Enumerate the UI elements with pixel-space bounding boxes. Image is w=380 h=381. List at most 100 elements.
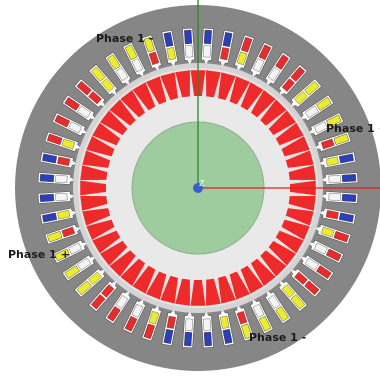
slot-opening <box>70 210 77 216</box>
stator-slot <box>182 27 195 65</box>
slot-opening <box>154 305 159 311</box>
coil-outer <box>184 29 193 45</box>
stator-slot <box>278 280 308 313</box>
coil-outer <box>325 248 342 262</box>
coil-inner <box>68 121 83 134</box>
slot-opening <box>321 177 327 183</box>
stator-slot <box>249 41 274 77</box>
rotor-bar <box>80 180 107 196</box>
stator-slot <box>141 34 162 71</box>
stator-slot <box>51 239 87 264</box>
coil-inner <box>236 310 248 325</box>
coil-outer <box>54 114 71 128</box>
coil-outer <box>90 294 106 310</box>
coil-outer <box>184 331 193 347</box>
phase-label-bottom-right: Phase 1 - <box>249 331 306 344</box>
slot-opening <box>203 311 209 317</box>
rotor-bar <box>92 230 121 254</box>
stator-slot <box>321 172 359 185</box>
slot-opening <box>279 89 285 95</box>
coil-outer <box>275 54 289 70</box>
slot-opening <box>138 299 144 305</box>
slot-opening <box>252 299 258 305</box>
rotor-bar <box>175 278 190 306</box>
slot-opening <box>99 101 105 107</box>
stator-slot <box>44 224 81 245</box>
rotor-bar <box>285 208 314 226</box>
coil-outer <box>325 114 342 128</box>
slot-opening <box>321 193 327 199</box>
rotor-bar <box>218 275 236 304</box>
rotor-bar <box>275 122 304 146</box>
stator-slot <box>315 224 352 245</box>
coil-inner <box>55 192 68 201</box>
slot-opening <box>89 256 95 262</box>
stator-slot <box>44 131 81 152</box>
coil-inner <box>328 192 341 201</box>
coil-inner <box>88 91 102 105</box>
rotor-bar <box>160 275 178 304</box>
slot-opening <box>266 291 272 297</box>
coil-inner <box>320 138 335 150</box>
coil-inner <box>68 242 83 255</box>
coil-outer <box>222 32 233 48</box>
coil-outer <box>107 306 121 322</box>
stator-slot <box>264 51 292 85</box>
stator-slot <box>264 291 292 325</box>
coil-inner <box>101 78 115 92</box>
coil-outer <box>241 323 253 340</box>
stator-slot <box>309 239 345 264</box>
stator-slot <box>51 112 87 137</box>
coil-outer <box>124 315 138 332</box>
stator-slot <box>88 63 118 96</box>
rotor-bar <box>160 72 178 101</box>
coil-inner <box>294 91 308 105</box>
rotor-bar <box>146 271 167 300</box>
slot-opening <box>75 227 81 232</box>
coil-outer <box>316 97 332 111</box>
coil-inner <box>166 315 176 329</box>
slot-opening <box>252 71 258 77</box>
coil-inner <box>55 175 68 184</box>
rotor-bar <box>80 165 108 180</box>
rotor-bar <box>146 76 167 105</box>
stator-slot <box>104 291 132 325</box>
slot-opening <box>89 114 95 120</box>
coil-inner <box>325 210 339 220</box>
rotor-bar <box>268 110 296 136</box>
slot-opening <box>124 291 130 297</box>
coil-inner <box>166 47 176 61</box>
slot-opening <box>69 177 75 183</box>
coil-inner <box>77 105 92 119</box>
rotor-bar <box>229 76 250 105</box>
slot-opening <box>237 305 242 311</box>
coil-inner <box>220 47 230 61</box>
stator-slot <box>290 268 323 298</box>
slot-opening <box>319 210 326 216</box>
slot-opening <box>291 269 297 275</box>
coil-outer <box>222 328 233 344</box>
rotor-bar <box>100 240 128 266</box>
slot-opening <box>111 281 117 287</box>
coil-outer <box>338 153 354 164</box>
coil-outer <box>42 212 58 223</box>
slot-opening <box>237 65 242 71</box>
rotor-bar <box>218 72 236 101</box>
rotor-bar <box>82 208 111 226</box>
coil-outer <box>39 193 55 202</box>
coil-inner <box>313 121 328 134</box>
stator-slot <box>290 78 323 108</box>
coil-inner <box>267 294 281 309</box>
coil-inner <box>115 294 129 309</box>
rotor-bar <box>288 165 316 180</box>
rotor-bar <box>285 150 314 168</box>
coil-outer <box>338 212 354 223</box>
coil-outer <box>290 66 306 82</box>
slot-opening <box>315 144 321 149</box>
stator-slot <box>61 254 95 282</box>
coil-outer <box>316 265 332 279</box>
coil-inner <box>320 226 335 238</box>
coil-inner <box>202 318 211 331</box>
coil-outer <box>64 97 80 111</box>
